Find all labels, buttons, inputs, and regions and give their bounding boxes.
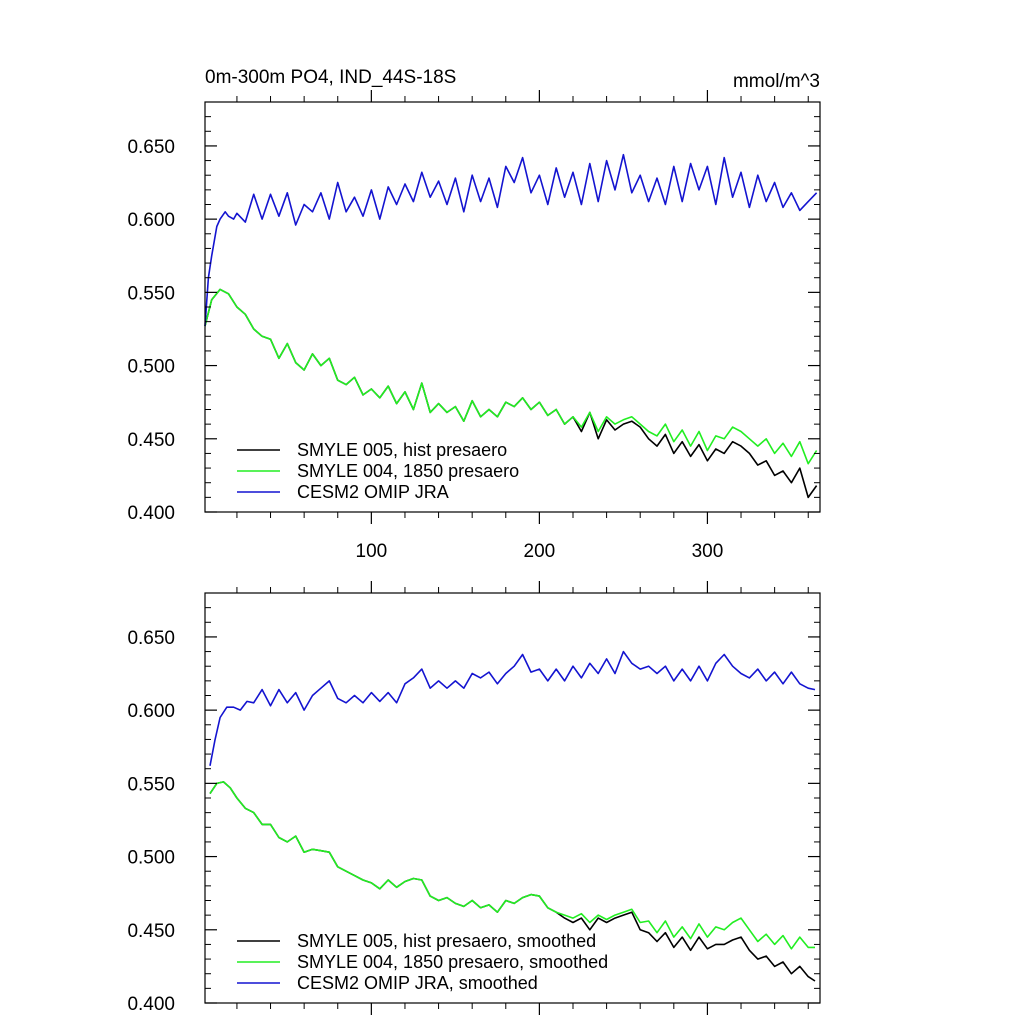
chart-title: 0m-300m PO4, IND_44S-18S [205,67,456,88]
legend-label-2: CESM2 OMIP JRA, smoothed [297,973,538,993]
legend-label-2: CESM2 OMIP JRA [297,482,449,502]
y-tick-label: 0.550 [127,283,175,304]
y-tick-label: 0.650 [127,137,175,158]
y-tick-label: 0.500 [127,357,175,378]
series-line-2 [209,650,816,766]
legend-label-0: SMYLE 005, hist presaero, smoothed [297,931,596,951]
bottom-panel: 0.400 0.450 0.500 0.550 0.600 0.650 SMYLE 005,… [127,581,821,1015]
y-tick-label: 0.450 [127,430,175,451]
series-line-1 [204,288,818,465]
y-tick-label: 0.400 [127,994,175,1015]
y-tick-label: 0.600 [127,701,175,722]
series-line-2 [204,153,818,327]
series-line-1 [209,781,815,950]
top-panel: 0.400 0.450 0.500 0.550 0.600 0.650 100 200 300 S… [127,90,821,562]
legend-label-1: SMYLE 004, 1850 presaero, smoothed [297,952,608,972]
x-tick-label: 300 [692,541,724,562]
y-tick-label: 0.650 [127,628,175,649]
y-tick-label: 0.450 [127,921,175,942]
x-tick-label: 100 [356,541,388,562]
y-tick-label: 0.400 [127,503,175,524]
y-tick-label: 0.600 [127,210,175,231]
chart-units: mmol/m^3 [733,71,820,92]
x-tick-label: 200 [524,541,556,562]
legend-label-1: SMYLE 004, 1850 presaero [297,461,519,481]
y-tick-label: 0.500 [127,848,175,869]
legend-label-0: SMYLE 005, hist presaero [297,440,507,460]
y-tick-label: 0.550 [127,774,175,795]
